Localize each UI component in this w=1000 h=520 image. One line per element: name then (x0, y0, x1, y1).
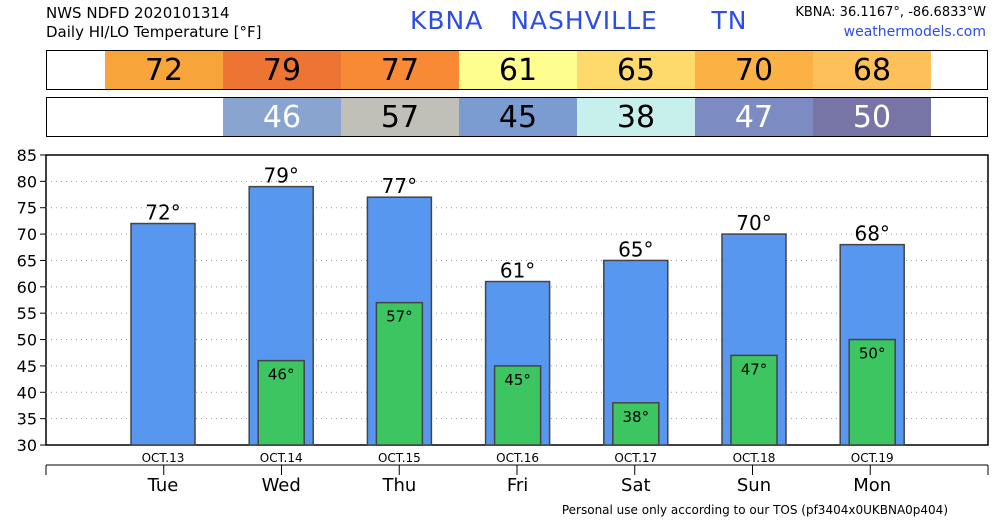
low-temp-bar (730, 354, 778, 446)
high-temp-label: 65° (618, 237, 653, 261)
high-strip-cell: 65 (577, 51, 695, 89)
high-strip-cell: 79 (223, 51, 341, 89)
low-strip-cell: 38 (577, 98, 695, 136)
y-tick-label: 60 (17, 278, 37, 297)
low-temp-label: 45° (504, 371, 531, 389)
date-label: OCT.13 (142, 451, 185, 465)
low-temp-bar (848, 338, 896, 446)
station-title: KBNA NASHVILLE TN (410, 6, 748, 35)
temperature-bar-chart: 30 35 40 45 50 55 60 65 70 75 80 85 72° OCT.13 Tue 79° 4… (17, 146, 989, 496)
y-tick-label: 35 (17, 410, 37, 429)
low-temp-label: 47° (741, 360, 768, 378)
y-tick-label: 30 (17, 436, 37, 455)
low-strip-cell: 46 (223, 98, 341, 136)
high-strip-cell: 70 (695, 51, 813, 89)
low-temp-bar (257, 359, 305, 446)
low-temp-label: 46° (268, 366, 295, 384)
high-strip-cell: 77 (341, 51, 459, 89)
station-coordinates: KBNA: 36.1167°, -86.6833°W (795, 5, 986, 20)
low-strip-cell: 50 (813, 98, 931, 136)
y-tick-label: 55 (17, 304, 37, 323)
low-temp-label: 57° (386, 308, 413, 326)
high-temp-bar (130, 222, 196, 446)
low-strip-cell: 47 (695, 98, 813, 136)
y-tick-label: 45 (17, 357, 37, 376)
date-label: OCT.14 (260, 451, 303, 465)
low-strip-cell: 57 (341, 98, 459, 136)
high-strip-cell: 68 (813, 51, 931, 89)
day-label: Mon (853, 475, 891, 496)
high-strip-cell: 72 (105, 51, 223, 89)
chart-header: NWS NDFD 2020101314 Daily HI/LO Temperat… (46, 4, 262, 42)
high-temp-label: 77° (382, 174, 417, 198)
low-temp-label: 38° (623, 408, 650, 426)
day-label: Tue (147, 475, 179, 496)
low-temp-bar (612, 402, 660, 446)
y-tick-label: 50 (17, 331, 37, 350)
date-label: OCT.15 (378, 451, 421, 465)
y-tick-label: 80 (17, 172, 37, 191)
low-strip-cell (105, 98, 223, 136)
day-label: Sat (621, 475, 651, 496)
low-temp-label: 50° (859, 345, 886, 363)
chart-title: Daily HI/LO Temperature [°F] (46, 23, 262, 41)
y-tick-label: 85 (17, 146, 37, 165)
date-label: OCT.19 (851, 451, 894, 465)
date-label: OCT.18 (733, 451, 776, 465)
high-temp-label: 61° (500, 259, 535, 283)
high-temp-strip: 72 79 77 61 65 70 68 (46, 50, 988, 90)
y-tick-label: 75 (17, 199, 37, 218)
y-tick-label: 70 (17, 225, 37, 244)
low-temp-bar (493, 365, 542, 446)
high-temp-label: 68° (854, 222, 889, 246)
y-tick-label: 40 (17, 383, 37, 402)
date-label: OCT.17 (614, 451, 657, 465)
day-label: Thu (381, 475, 416, 496)
day-label: Fri (507, 475, 528, 496)
date-label: OCT.16 (496, 451, 539, 465)
high-temp-label: 72° (145, 201, 180, 225)
high-strip-cell: 61 (459, 51, 577, 89)
site-link[interactable]: weathermodels.com (843, 24, 986, 40)
low-temp-bar (375, 301, 424, 446)
high-temp-label: 79° (263, 164, 298, 188)
high-temp-label: 70° (736, 211, 771, 235)
low-strip-cell: 45 (459, 98, 577, 136)
model-run-label: NWS NDFD 2020101314 (46, 4, 230, 22)
low-temp-strip: 46 57 45 38 47 50 (46, 97, 988, 137)
y-tick-label: 65 (17, 251, 37, 270)
day-label: Wed (262, 475, 301, 496)
footer-disclaimer: Personal use only according to our TOS (… (561, 503, 948, 517)
day-label: Sun (737, 475, 771, 496)
